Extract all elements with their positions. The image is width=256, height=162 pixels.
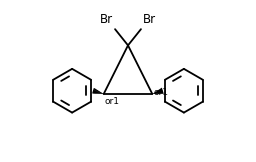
Polygon shape: [152, 88, 164, 94]
Text: Br: Br: [143, 13, 156, 26]
Text: or1: or1: [104, 97, 120, 106]
Text: Br: Br: [100, 13, 113, 26]
Text: or1: or1: [153, 88, 168, 97]
